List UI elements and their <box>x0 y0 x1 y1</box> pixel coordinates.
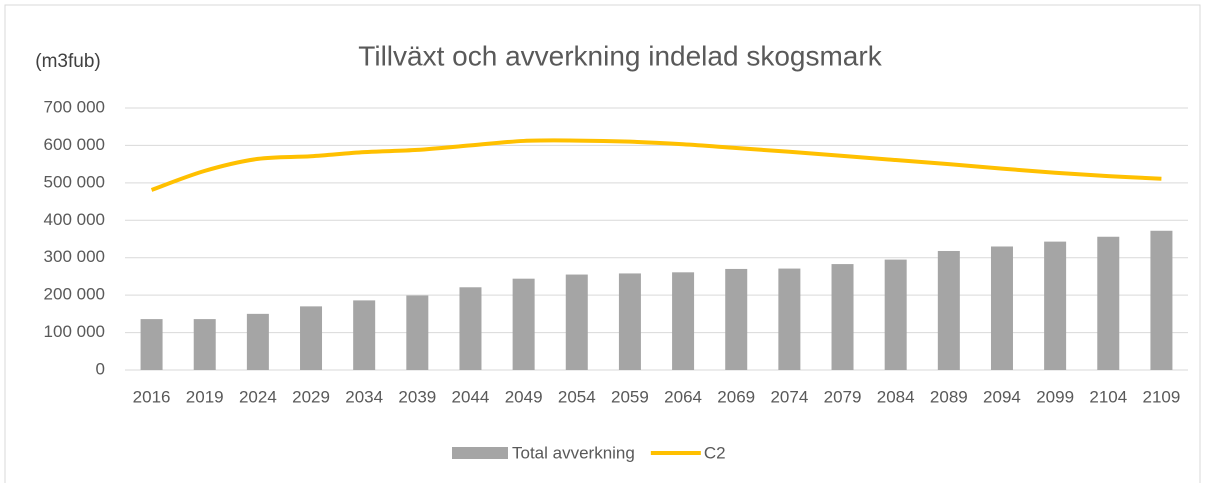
bar <box>1150 230 1173 370</box>
x-tick-label: 2064 <box>664 387 702 406</box>
x-tick-label: 2099 <box>1036 387 1074 406</box>
bar <box>937 250 960 370</box>
y-tick-label: 0 <box>96 359 105 378</box>
x-tick-label: 2049 <box>505 387 543 406</box>
x-tick-label: 2079 <box>824 387 862 406</box>
y-tick-label: 500 000 <box>44 172 105 191</box>
x-tick-label: 2094 <box>983 387 1021 406</box>
legend-label: Total avverkning <box>512 443 635 462</box>
legend-swatch <box>452 447 508 459</box>
y-tick-label: 600 000 <box>44 135 105 154</box>
bar <box>672 272 695 370</box>
bar <box>831 264 854 370</box>
bar <box>618 273 641 370</box>
x-tick-label: 2044 <box>452 387 490 406</box>
x-tick-label: 2089 <box>930 387 968 406</box>
x-tick-label: 2109 <box>1143 387 1181 406</box>
x-tick-label: 2019 <box>186 387 224 406</box>
legend-label: C2 <box>704 443 726 462</box>
y-tick-label: 200 000 <box>44 285 105 304</box>
y-axis-label: (m3fub) <box>35 51 100 72</box>
y-tick-label: 400 000 <box>44 210 105 229</box>
x-tick-label: 2016 <box>133 387 171 406</box>
y-tick-label: 300 000 <box>44 247 105 266</box>
bar <box>193 319 216 370</box>
x-tick-label: 2024 <box>239 387 277 406</box>
bar <box>565 274 588 370</box>
bar <box>300 306 323 370</box>
line <box>150 138 1162 192</box>
bar <box>778 268 801 370</box>
x-tick-label: 2059 <box>611 387 649 406</box>
x-tick-label: 2069 <box>717 387 755 406</box>
bar <box>725 268 748 370</box>
bar <box>246 313 269 370</box>
bar <box>990 246 1013 370</box>
y-tick-label: 100 000 <box>44 322 105 341</box>
bar <box>1044 241 1067 370</box>
x-tick-label: 2039 <box>398 387 436 406</box>
bar <box>459 287 482 370</box>
chart-title: Tillväxt och avverkning indelad skogsmar… <box>358 40 882 71</box>
bar <box>406 295 429 370</box>
bar <box>140 319 163 370</box>
y-tick-label: 700 000 <box>44 97 105 116</box>
bar <box>884 259 907 370</box>
bar <box>1097 236 1120 370</box>
x-tick-label: 2034 <box>345 387 383 406</box>
x-tick-label: 2104 <box>1089 387 1127 406</box>
x-tick-label: 2029 <box>292 387 330 406</box>
chart-frame <box>4 4 1201 483</box>
x-tick-label: 2084 <box>877 387 915 406</box>
bar <box>512 278 535 370</box>
bar <box>353 300 376 370</box>
x-tick-label: 2054 <box>558 387 596 406</box>
x-tick-label: 2074 <box>770 387 808 406</box>
